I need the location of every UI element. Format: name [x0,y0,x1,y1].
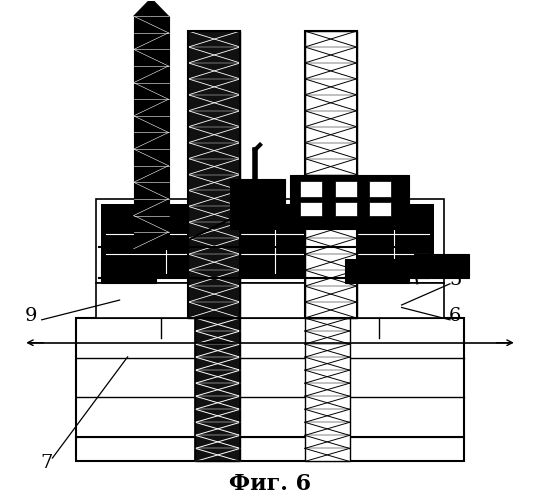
Text: Фиг. 6: Фиг. 6 [229,473,311,495]
Text: 6: 6 [449,307,462,325]
Bar [369,202,392,216]
Bar [188,31,240,318]
Bar [188,31,240,318]
Bar [101,258,156,283]
Bar [335,182,356,197]
Text: 5: 5 [449,271,462,289]
Bar [305,318,349,462]
Bar [305,31,356,318]
Bar [335,202,356,216]
Bar [76,437,464,462]
Text: 9: 9 [25,307,37,325]
Bar [414,253,469,278]
Bar [300,182,322,197]
Bar [76,318,464,437]
Text: 7: 7 [41,454,53,472]
Bar [134,16,168,249]
Bar [369,182,392,197]
Bar [345,258,409,283]
Bar [290,175,409,229]
Bar [230,180,285,229]
Polygon shape [134,0,168,16]
Bar [96,199,444,283]
Bar [305,31,356,318]
Bar [96,283,444,318]
Bar [195,318,240,462]
Bar [101,204,434,278]
Bar [195,318,240,462]
Bar [300,202,322,216]
